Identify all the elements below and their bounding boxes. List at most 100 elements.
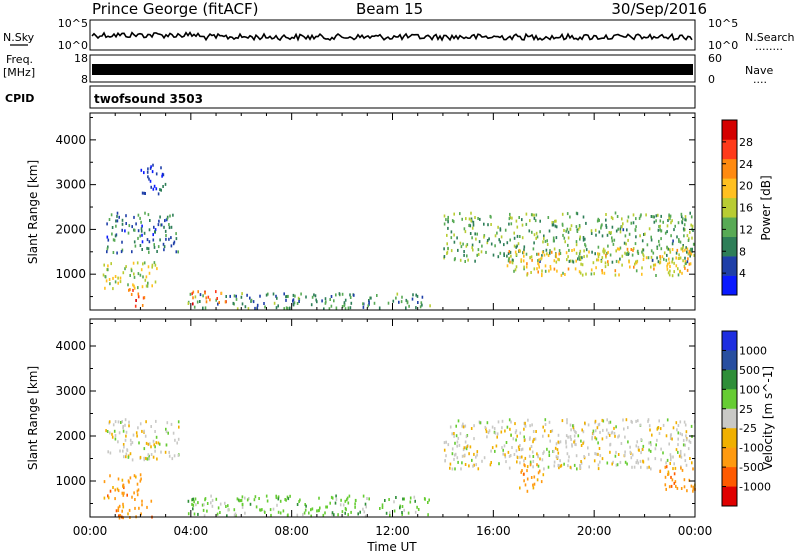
scatter-cell: [177, 453, 180, 457]
scatter-cell: [112, 486, 114, 489]
scatter-cell: [143, 261, 146, 265]
scatter-cell: [506, 425, 509, 429]
scatter-cell: [513, 236, 516, 240]
scatter-cell: [684, 218, 686, 222]
scatter-cell: [107, 238, 110, 242]
scatter-cell: [256, 306, 259, 310]
scatter-cell: [460, 245, 463, 249]
scatter-cell: [685, 218, 687, 222]
beam-title: Beam 15: [356, 0, 423, 18]
scatter-cell: [582, 238, 585, 242]
scatter-cell: [111, 232, 113, 236]
scatter-cell: [583, 255, 585, 259]
scatter-cell: [583, 455, 585, 458]
colorbar-tick-label: -100: [739, 442, 764, 455]
scatter-cell: [141, 304, 144, 307]
scatter-cell: [102, 273, 105, 277]
scatter-cell: [569, 435, 571, 439]
scatter-cell: [604, 265, 607, 269]
scatter-cell: [529, 219, 531, 223]
scatter-cell: [671, 437, 673, 441]
scatter-cell: [287, 306, 289, 310]
scatter-cell: [515, 253, 518, 256]
scatter-cell: [217, 302, 219, 306]
scatter-cell: [543, 450, 545, 454]
scatter-cell: [267, 292, 269, 296]
scatter-cell: [687, 447, 690, 451]
scatter-cell: [191, 498, 194, 501]
scatter-cell: [573, 428, 575, 432]
nave-label: Nave: [745, 64, 773, 77]
scatter-cell: [315, 298, 317, 302]
scatter-cell: [632, 247, 635, 251]
scatter-cell: [113, 429, 116, 433]
scatter-cell: [615, 463, 618, 467]
scatter-cell: [491, 446, 494, 450]
scatter-cell: [658, 225, 660, 228]
scatter-cell: [689, 251, 691, 255]
scatter-cell: [634, 242, 637, 246]
scatter-cell: [494, 234, 497, 238]
scatter-cell: [682, 259, 684, 263]
scatter-cell: [500, 430, 503, 434]
scatter-cell: [689, 457, 691, 460]
scatter-cell: [517, 445, 520, 449]
scatter-cell: [605, 253, 607, 257]
scatter-cell: [466, 243, 469, 247]
scatter-cell: [136, 493, 139, 497]
scatter-cell: [518, 248, 521, 252]
scatter-cell: [168, 223, 170, 226]
scatter-cell: [653, 220, 656, 224]
scatter-cell: [330, 304, 333, 308]
scatter-cell: [133, 286, 136, 290]
scatter-cell: [122, 449, 124, 453]
scatter-cell: [445, 440, 447, 444]
scatter-cell: [130, 442, 132, 446]
cpid-label: CPID: [5, 92, 34, 105]
scatter-cell: [567, 243, 569, 247]
scatter-cell: [584, 244, 587, 248]
scatter-cell: [114, 280, 117, 284]
scatter-cell: [463, 227, 466, 231]
scatter-cell: [609, 420, 612, 424]
scatter-cell: [555, 442, 558, 446]
nsky-tick-low: 10^0: [58, 39, 88, 52]
scatter-cell: [406, 300, 409, 304]
scatter-cell: [533, 437, 535, 441]
scatter-cell: [279, 511, 282, 515]
scatter-cell: [341, 292, 344, 296]
scatter-cell: [347, 501, 350, 505]
scatter-cell: [121, 478, 124, 482]
scatter-cell: [344, 511, 346, 515]
scatter-cell: [569, 465, 572, 469]
scatter-cell: [615, 450, 617, 454]
scatter-cell: [420, 301, 423, 305]
scatter-cell: [519, 461, 521, 465]
scatter-cell: [685, 438, 688, 442]
colorbar-tick-label: 12: [739, 223, 753, 236]
station-title: Prince George (fitACF): [92, 0, 258, 18]
scatter-cell: [494, 244, 496, 248]
scatter-cell: [679, 432, 682, 436]
scatter-cell: [165, 427, 167, 431]
scatter-cell: [523, 439, 526, 442]
scatter-cell: [565, 441, 567, 445]
scatter-cell: [389, 513, 391, 517]
scatter-cell: [590, 272, 593, 276]
scatter-cell: [575, 225, 578, 229]
scatter-cell: [209, 298, 211, 302]
y-tick-label: 4000: [55, 133, 86, 147]
scatter-cell: [635, 235, 637, 239]
scatter-cell: [615, 259, 618, 263]
scatter-cell: [136, 482, 139, 486]
scatter-cell: [473, 463, 475, 467]
scatter-cell: [570, 428, 572, 432]
scatter-cell: [106, 235, 109, 239]
scatter-cell: [478, 240, 481, 244]
scatter-cell: [509, 454, 512, 457]
scatter-cell: [468, 217, 471, 221]
scatter-cell: [686, 268, 689, 272]
colorbar-swatch: [722, 389, 737, 410]
scatter-cell: [330, 495, 333, 499]
scatter-cell: [344, 499, 347, 503]
